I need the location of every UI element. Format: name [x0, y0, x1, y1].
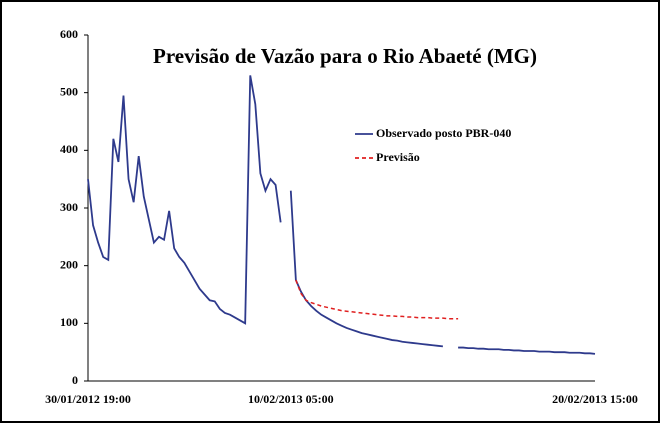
y-tick-label: 200	[60, 257, 78, 271]
y-tick-label: 0	[72, 373, 78, 387]
x-tick-label: 20/02/2013 15:00	[552, 392, 638, 406]
y-tick-label: 100	[60, 315, 78, 329]
chart-title: Previsão de Vazão para o Rio Abaeté (MG)	[153, 44, 537, 68]
x-tick-label: 10/02/2013 05:00	[248, 392, 334, 406]
y-tick-label: 600	[60, 27, 78, 41]
y-tick-label: 400	[60, 142, 78, 156]
x-tick-label: 30/01/2012 19:00	[45, 392, 131, 406]
legend-label: Previsão	[376, 150, 420, 164]
legend-label: Observado posto PBR-040	[376, 126, 511, 140]
y-tick-label: 500	[60, 84, 78, 98]
series-line	[87, 75, 596, 355]
y-tick-label: 300	[60, 200, 78, 214]
series-line	[295, 279, 459, 320]
